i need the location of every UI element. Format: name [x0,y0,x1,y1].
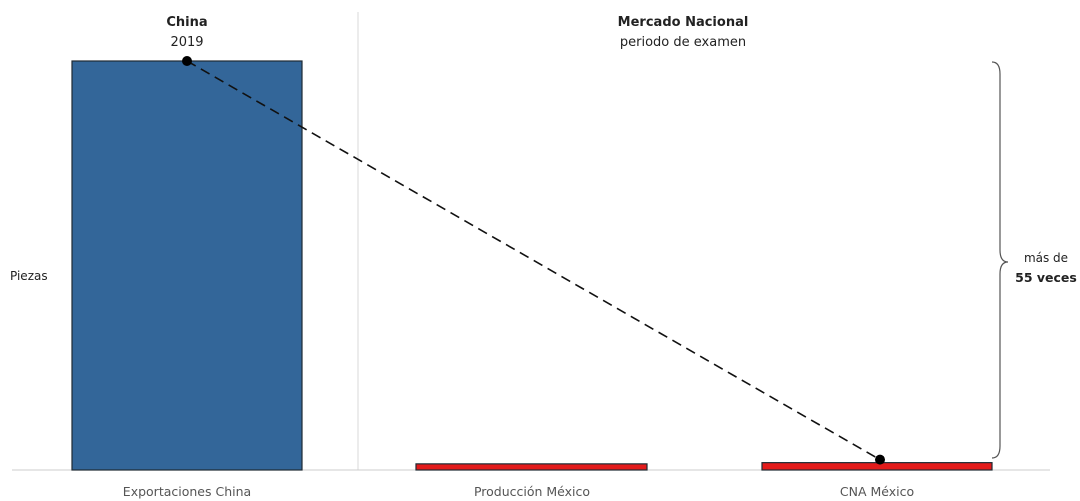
section-national-title: Mercado Nacional [618,15,749,30]
bar-cna-mexico [761,462,993,471]
ratio-brace [991,61,1009,459]
comparison-point-end [875,454,885,465]
ratio-annotation-line1: más de [1024,251,1068,265]
section-china-subtitle: 2019 [170,35,203,50]
ratio-annotation-line2: 55 veces [1015,270,1077,285]
section-china-title: China [166,15,207,30]
category-label-cna-mexico: CNA México [840,484,914,499]
section-national-subtitle: periodo de examen [620,35,746,50]
comparison-point-start [182,56,192,66]
category-label-produccion-mexico: Producción México [474,484,590,499]
category-label-exportaciones-china: Exportaciones China [123,484,251,499]
comparison-dashed-line [186,60,881,461]
bar-exportaciones-china [71,60,303,471]
bar-produccion-mexico [415,463,648,471]
y-axis-label: Piezas [10,269,48,283]
